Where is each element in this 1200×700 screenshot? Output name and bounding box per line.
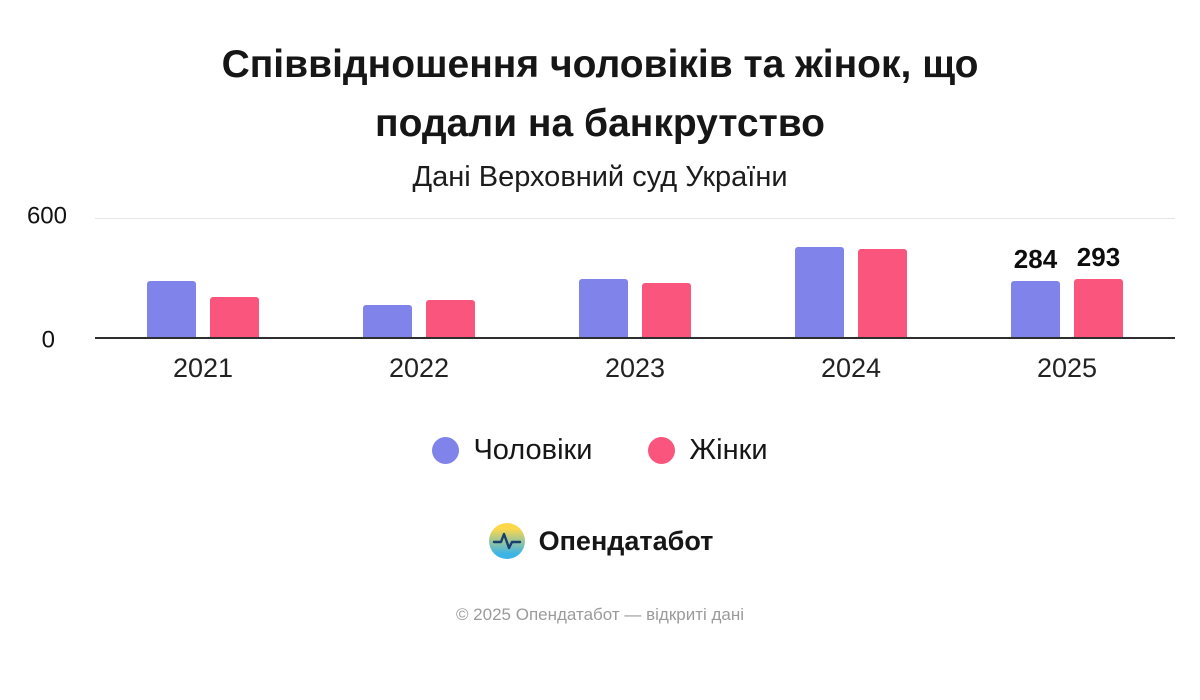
- legend-dot-women: [648, 437, 676, 464]
- footer-copyright: © 2025 Опендатабот — відкриті дані: [455, 605, 745, 624]
- bar-value-label-men-2025: 284: [1013, 244, 1058, 275]
- bar-group-2021: [147, 280, 259, 337]
- chart-legend: Чоловіки Жінки: [0, 434, 1200, 467]
- bar-men-2021: [147, 280, 196, 337]
- legend-item-men: Чоловіки: [432, 434, 592, 467]
- legend-label-men: Чоловіки: [473, 434, 593, 466]
- y-axis-tick-600: 600: [26, 202, 67, 230]
- bar-men-2025: [1011, 281, 1060, 337]
- legend-item-women: Жінки: [648, 434, 768, 467]
- plot-area: 284 293: [95, 218, 1175, 339]
- bar-women-2024: [858, 248, 907, 337]
- bar-women-2022: [426, 299, 475, 337]
- page-title-line-1: Співвідношення чоловіків та жінок, що: [221, 43, 979, 86]
- bar-men-2022: [363, 304, 412, 337]
- bar-men-2023: [579, 278, 628, 337]
- bar-value-label-women-2025: 293: [1076, 242, 1121, 273]
- x-axis-label-2022: 2022: [388, 353, 450, 383]
- x-axis-labels: 2021 2022 2023 2024 2025: [95, 353, 1175, 384]
- chart-header: Співвідношення чоловіків та жінок, що по…: [0, 0, 1200, 194]
- bar-women-2023: [642, 282, 691, 337]
- legend-label-women: Жінки: [689, 434, 768, 466]
- logo: Опендатабот: [0, 521, 1200, 561]
- bar-women-2025: [1074, 279, 1123, 337]
- x-axis-label-2025: 2025: [1036, 353, 1098, 383]
- bar-group-2024: [795, 246, 907, 337]
- x-axis-label-2024: 2024: [820, 353, 882, 383]
- bar-group-2022: [363, 299, 475, 337]
- page-title-line-2: подали на банкрутство: [375, 101, 825, 145]
- bar-group-2023: [579, 278, 691, 337]
- y-axis-tick-0: 0: [41, 326, 55, 354]
- legend-dot-men: [432, 437, 460, 464]
- x-axis-label-2023: 2023: [604, 353, 666, 383]
- chart-subtitle: Дані Верховний суд України: [412, 161, 788, 193]
- chart-area: 600 0 284 293: [0, 203, 1200, 354]
- opendatabot-logo-icon: [487, 521, 527, 561]
- bar-women-2021: [210, 296, 259, 337]
- logo-text: Опендатабот: [538, 525, 714, 556]
- x-axis-label-2021: 2021: [172, 353, 234, 383]
- bar-men-2024: [795, 246, 844, 337]
- bar-group-2025: 284 293: [1011, 242, 1123, 337]
- y-axis: 600 0: [0, 203, 95, 354]
